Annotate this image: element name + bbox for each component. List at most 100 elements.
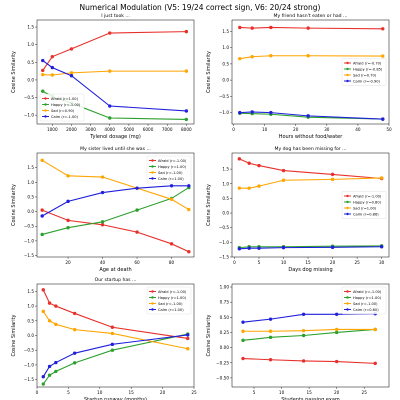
y-tick-label: −0.5 — [219, 94, 230, 99]
legend-box — [341, 286, 387, 315]
legend-label: Afraid (r=-1.00) — [353, 194, 382, 198]
data-point-afraid — [250, 26, 254, 30]
x-tick-label: 50 — [386, 127, 392, 132]
y-tick-label: −0.50 — [216, 375, 229, 380]
x-tick-label: 4000 — [104, 127, 115, 132]
data-point-afraid — [50, 54, 55, 59]
legend-label: Afraid (r=1.00) — [51, 97, 79, 101]
data-point-calm — [237, 247, 242, 251]
x-tick-label: 0 — [233, 260, 236, 265]
legend-box — [146, 286, 192, 315]
data-point-afraid — [72, 311, 77, 316]
legend-marker-sad — [44, 109, 47, 112]
data-point-sad — [40, 158, 44, 163]
data-point-calm — [379, 245, 384, 249]
data-point-sad — [247, 186, 251, 190]
data-point-afraid — [281, 168, 286, 173]
data-point-calm — [40, 214, 44, 218]
data-point-sad — [241, 329, 245, 333]
data-point-afraid — [247, 161, 251, 165]
legend-label: Sad (r=-1.00) — [158, 302, 183, 306]
y-axis-label: Cosine Similarity — [11, 51, 17, 93]
legend-marker-happy — [346, 200, 349, 204]
series-line-afraid — [242, 357, 376, 364]
data-point-happy — [241, 338, 245, 343]
x-tick-label: 6000 — [143, 127, 154, 132]
y-tick-label: −1.5 — [219, 255, 230, 260]
data-point-calm — [247, 246, 251, 250]
y-tick-label: 0.0 — [27, 333, 34, 338]
x-tick-label: 7000 — [162, 127, 173, 132]
legend-box — [341, 191, 387, 219]
subplot-3: My sister lived until she was ... 20 40 60 8… — [11, 146, 195, 273]
data-point-sad — [54, 322, 58, 327]
x-tick-label: 25 — [191, 390, 197, 395]
legend-label: Sad (r=0.90) — [51, 109, 75, 113]
data-point-calm — [241, 320, 245, 324]
data-point-afraid — [110, 325, 115, 329]
data-point-happy — [40, 232, 44, 237]
y-tick-label: 0.0 — [222, 211, 229, 216]
plot-frame — [36, 19, 195, 125]
y-tick-label: 0.5 — [27, 318, 34, 323]
y-tick-label: 0.5 — [222, 196, 229, 201]
y-axis-label: Cosine Similarity — [11, 184, 17, 226]
legend-label: Afraid (r=-0.70) — [353, 61, 382, 65]
y-tick-label: 0.00 — [220, 345, 230, 350]
legend-label: Afraid (r=-1.00) — [158, 159, 187, 163]
x-tick-label: 20 — [65, 260, 71, 265]
subplot-5: Our startup has ... 0 5 10 15 20 25 −1.5 −1.0 −0.… — [11, 277, 197, 400]
series-line-happy — [42, 187, 190, 235]
data-point-sad — [187, 207, 191, 212]
series-line-afraid — [42, 31, 187, 71]
data-point-sad — [379, 176, 384, 180]
x-tick-label: 20 — [293, 127, 299, 132]
plot-frame — [231, 283, 390, 388]
series-line-happy — [42, 333, 188, 385]
y-axis-label: Cosine Similarity — [206, 184, 212, 226]
data-point-sad — [281, 178, 286, 182]
data-point-calm — [268, 317, 273, 321]
x-tick-label: 5000 — [124, 127, 135, 132]
data-point-afraid — [330, 172, 335, 177]
data-point-happy — [100, 220, 105, 224]
legend-label: Happy (r=-0.85) — [353, 67, 383, 71]
legend-label: Happy (r=-1.00) — [51, 103, 81, 107]
subplot-title: My friend hasn't eaten or had ... — [274, 13, 348, 19]
y-tick-label: 0.50 — [220, 315, 230, 320]
data-point-calm — [334, 312, 339, 316]
x-tick-label: 40 — [355, 127, 361, 132]
data-point-sad — [186, 347, 190, 351]
data-point-happy — [334, 330, 339, 335]
legend-marker-afraid — [151, 290, 154, 293]
legend-label: Sad (r=-1.00) — [353, 302, 378, 306]
data-point-calm — [135, 186, 139, 190]
data-point-afraid — [69, 47, 74, 51]
x-tick-label: 20 — [330, 260, 336, 265]
legend-label: Sad (r=1.00) — [353, 206, 377, 210]
y-tick-label: −0.25 — [216, 360, 229, 365]
data-point-sad — [238, 56, 242, 61]
data-point-afraid — [100, 223, 105, 227]
data-point-sad — [269, 54, 273, 58]
legend-marker-sad — [151, 171, 154, 174]
data-point-sad — [381, 54, 385, 58]
data-point-calm — [110, 342, 115, 347]
series-line-sad — [42, 311, 188, 350]
y-tick-label: 1.5 — [222, 167, 229, 172]
y-tick-label: −1.0 — [24, 238, 35, 243]
legend: Afraid (r=1.00) Happy (r=-1.00) Sad (r=0.9… — [39, 93, 85, 122]
data-point-afraid — [306, 26, 310, 30]
legend: Afraid (r=-0.70) Happy (r=-0.85) Sad (r=0.… — [341, 58, 387, 86]
series-line-sad — [239, 55, 383, 60]
x-tick-label: 5 — [258, 260, 261, 265]
y-axis-label: Cosine Similarity — [206, 314, 212, 356]
data-point-afraid — [241, 356, 245, 361]
data-point-afraid — [108, 31, 112, 35]
y-tick-label: −0.5 — [24, 224, 35, 229]
legend-label: Happy (r=1.00) — [158, 296, 187, 300]
data-point-sad — [69, 71, 74, 75]
data-point-sad — [66, 174, 70, 178]
data-point-happy — [66, 226, 70, 230]
